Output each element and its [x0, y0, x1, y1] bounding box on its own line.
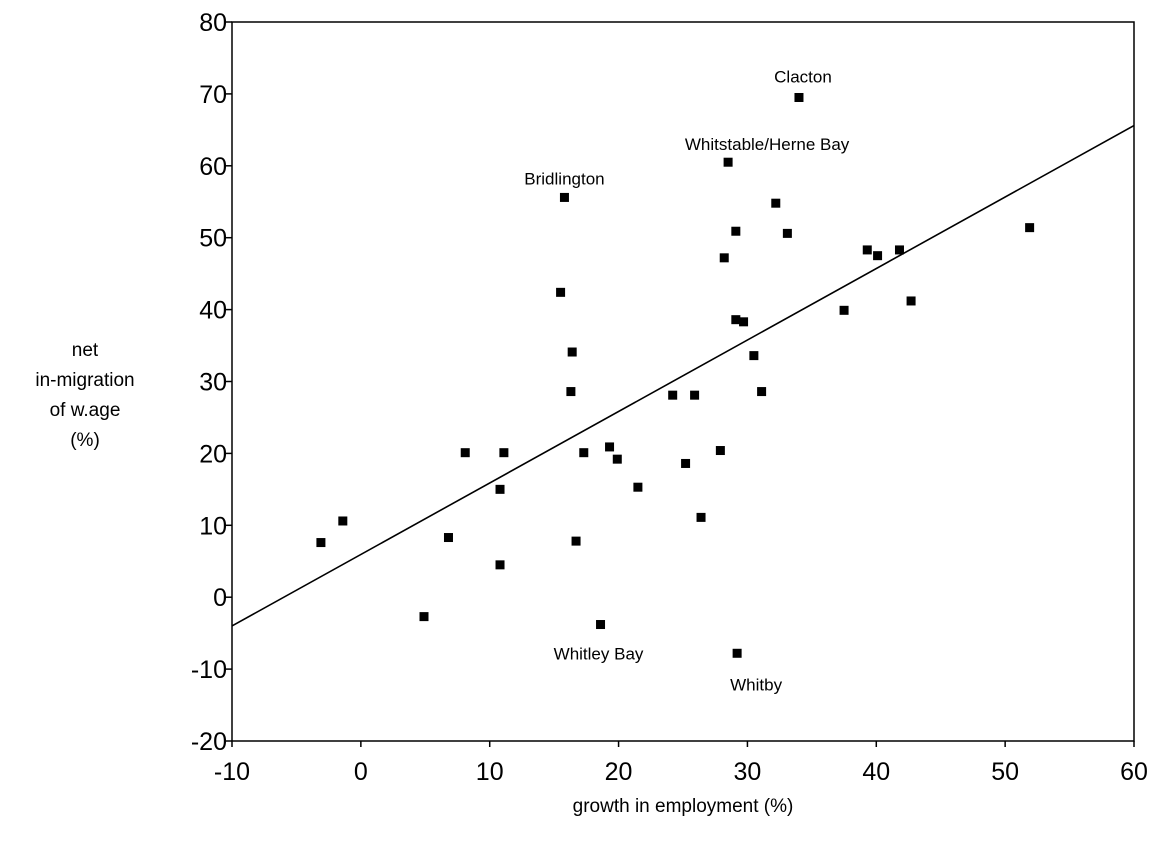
data-point: [668, 390, 678, 400]
data-point: [862, 245, 872, 255]
point-annotation: Whitley Bay: [554, 645, 644, 664]
data-point: [771, 198, 781, 208]
data-point: [690, 390, 700, 400]
x-axis-title: growth in employment (%): [573, 796, 794, 817]
y-tick-label: 80: [199, 9, 227, 37]
data-point: [782, 228, 792, 238]
data-point: [567, 347, 577, 357]
x-tick-label: 10: [476, 758, 504, 786]
y-tick-label: 10: [199, 512, 227, 540]
y-tick-label: -10: [191, 656, 227, 684]
data-point: [732, 648, 742, 658]
x-tick-label: 50: [991, 758, 1019, 786]
y-tick-label: 50: [199, 225, 227, 253]
data-point: [715, 446, 725, 456]
y-axis-title: net in-migration of w.age (%): [35, 340, 134, 451]
data-points: [316, 92, 1035, 658]
point-annotation: Clacton: [774, 67, 832, 86]
point-annotation: Whitstable/Herne Bay: [685, 135, 850, 154]
data-point: [633, 482, 643, 492]
data-point: [723, 157, 733, 167]
regression-line-layer: [231, 124, 1135, 627]
y-tick-label: 20: [199, 440, 227, 468]
x-tick-label: 20: [605, 758, 633, 786]
x-tick-label: -10: [214, 758, 250, 786]
plot-border: [231, 21, 1135, 742]
data-point: [681, 458, 691, 468]
data-point: [316, 538, 326, 548]
x-tick-label: 60: [1120, 758, 1148, 786]
y-tick-label: 70: [199, 81, 227, 109]
y-tick-label: 0: [213, 584, 227, 612]
data-point: [1025, 223, 1035, 233]
point-annotation: Whitby: [730, 675, 782, 694]
data-point: [499, 448, 509, 458]
data-point: [612, 454, 622, 464]
regression-line: [231, 124, 1135, 627]
data-point: [731, 315, 741, 325]
data-point: [559, 192, 569, 202]
point-annotation: Bridlington: [524, 169, 604, 188]
data-point: [460, 448, 470, 458]
x-tick-label: 0: [354, 758, 368, 786]
plot-frame: [231, 21, 1135, 742]
y-tick-label: 40: [199, 297, 227, 325]
data-point: [571, 536, 581, 546]
y-axis-title-line: (%): [70, 430, 100, 451]
y-tick-label: -20: [191, 728, 227, 756]
data-point: [443, 533, 453, 543]
data-point: [605, 442, 615, 452]
x-tick-label: 30: [734, 758, 762, 786]
data-point: [906, 296, 916, 306]
x-tick-label: 40: [862, 758, 890, 786]
data-point: [894, 245, 904, 255]
data-point: [579, 448, 589, 458]
data-point: [749, 351, 759, 361]
data-point: [495, 484, 505, 494]
data-point: [719, 253, 729, 263]
data-point: [839, 305, 849, 315]
data-point: [873, 251, 883, 261]
data-point: [731, 226, 741, 236]
data-point: [419, 612, 429, 622]
data-point: [696, 512, 706, 522]
data-point: [338, 516, 348, 526]
data-point: [566, 387, 576, 397]
y-tick-label: 60: [199, 153, 227, 181]
data-point: [596, 620, 606, 630]
y-axis-title-line: net: [72, 340, 99, 361]
data-point: [757, 387, 767, 397]
data-point: [794, 92, 804, 102]
data-point: [495, 560, 505, 570]
y-axis-title-line: in-migration: [35, 370, 134, 391]
y-axis-title-line: of w.age: [50, 400, 121, 421]
y-tick-label: 30: [199, 369, 227, 397]
x-axis-ticks: -10 0 10 20 30 40 50 60: [214, 741, 1148, 786]
point-annotations: Clacton Whitstable/Herne Bay Bridlington Wh…: [524, 67, 850, 694]
data-point: [739, 317, 749, 327]
data-point: [556, 287, 566, 297]
y-axis-ticks: -20 -10 0 10 20 30 40 50 60 70 80: [191, 9, 232, 756]
